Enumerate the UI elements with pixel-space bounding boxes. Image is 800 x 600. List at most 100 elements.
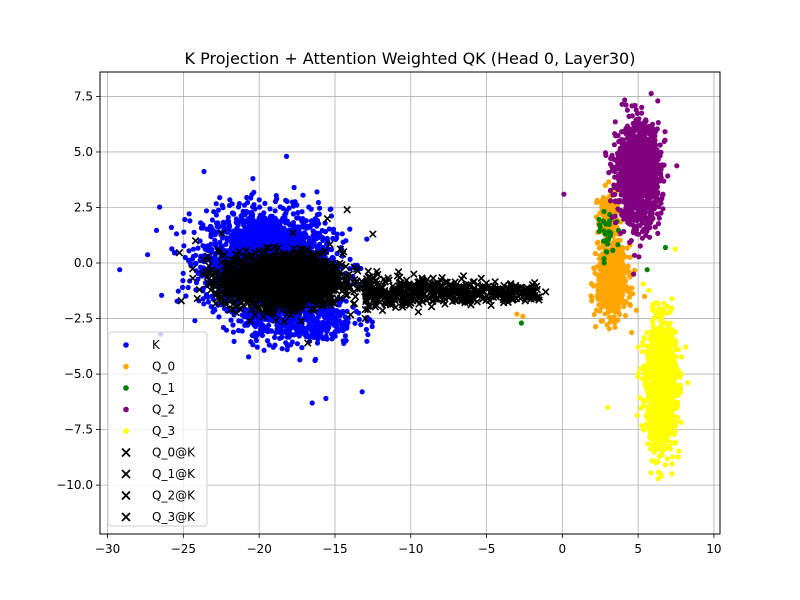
point-q-2 <box>622 208 628 214</box>
point-k <box>290 211 296 217</box>
point-q-0 <box>641 293 648 299</box>
point-q-0 <box>608 279 614 285</box>
point-q-2 <box>620 141 627 147</box>
point-k <box>277 238 283 244</box>
point-q-2 <box>632 102 638 109</box>
point-q-1 <box>596 228 602 234</box>
point-k <box>343 298 349 304</box>
point-k <box>230 329 236 335</box>
point-k <box>208 304 214 310</box>
point-q-0 <box>615 271 621 277</box>
point-k <box>249 214 255 220</box>
point-k <box>197 264 204 270</box>
point-q-2 <box>636 167 643 173</box>
point-k <box>254 344 260 350</box>
point-k <box>247 229 254 235</box>
point-k <box>328 213 335 219</box>
point-q-2 <box>674 163 680 169</box>
point-k <box>297 224 304 230</box>
point-k <box>245 216 251 222</box>
point-q-2 <box>644 228 650 235</box>
point-k <box>205 299 211 305</box>
point-k <box>209 217 215 223</box>
point-k <box>253 337 259 344</box>
point-k <box>266 222 272 228</box>
point-q-2 <box>628 188 634 194</box>
point-q-2 <box>631 132 637 138</box>
point-k <box>316 332 322 338</box>
point-q-0 <box>612 320 618 326</box>
point-k <box>246 354 252 360</box>
point-k <box>315 199 321 206</box>
point-q-0 <box>614 282 620 289</box>
point-k <box>339 231 345 237</box>
point-k <box>182 254 188 261</box>
point-q-1 <box>610 247 616 253</box>
point-k <box>334 235 340 241</box>
point-q-0 <box>612 309 618 315</box>
point-q-2 <box>561 191 567 197</box>
point-q-0 <box>588 281 595 287</box>
point-k <box>275 224 281 231</box>
point-k <box>248 339 254 345</box>
point-k <box>204 247 210 253</box>
point-k <box>295 210 301 216</box>
point-q-2 <box>641 171 647 177</box>
point-q-2 <box>665 173 671 179</box>
point-q-2 <box>627 239 633 245</box>
point-k <box>314 189 320 195</box>
point-q-2 <box>624 107 631 113</box>
point-q-2 <box>618 230 624 236</box>
point-q-0 <box>619 267 626 273</box>
point-q-2 <box>607 187 614 194</box>
point-q-2 <box>628 209 634 215</box>
point-k <box>299 324 305 330</box>
point-k <box>180 270 186 276</box>
point-k <box>266 218 272 224</box>
point-q-0 <box>520 313 526 319</box>
point-k <box>290 203 296 209</box>
point-k <box>159 292 165 298</box>
point-k <box>299 218 305 224</box>
point-q-2 <box>636 254 642 260</box>
point-k <box>192 260 199 266</box>
point-q-0 <box>602 182 608 188</box>
point-q-1 <box>662 244 669 251</box>
point-k <box>250 176 256 182</box>
point-q-0 <box>612 324 618 330</box>
point-q-1 <box>518 320 525 326</box>
point-q-2 <box>649 121 656 127</box>
point-q-2 <box>621 178 627 184</box>
point-k <box>342 333 348 339</box>
point-q-2 <box>644 184 651 190</box>
point-q-1 <box>605 241 611 247</box>
point-k <box>250 241 256 247</box>
point-k <box>297 357 303 363</box>
point-q-0 <box>606 326 612 332</box>
point-k <box>364 338 370 344</box>
point-k <box>303 218 309 224</box>
point-q-2 <box>631 271 637 277</box>
point-q-2 <box>623 215 629 221</box>
point-k <box>363 326 369 333</box>
point-k <box>175 288 181 294</box>
point-k <box>320 237 326 243</box>
point-k <box>224 237 230 243</box>
point-k <box>212 237 218 243</box>
point-k <box>254 333 260 339</box>
point-k <box>261 228 268 234</box>
point-k <box>321 326 327 332</box>
point-q-0 <box>627 302 633 308</box>
point-k <box>191 229 197 235</box>
point-k <box>157 204 163 210</box>
point-q-2 <box>638 146 645 152</box>
point-q-2 <box>654 211 661 217</box>
point-q-0 <box>608 293 615 299</box>
point-q-1 <box>601 260 607 266</box>
point-k <box>281 329 287 335</box>
point-k <box>145 252 151 258</box>
point-q-0 <box>599 265 605 271</box>
point-q-2 <box>612 119 618 125</box>
point-q-0 <box>619 256 625 262</box>
point-q-0 <box>604 203 610 209</box>
